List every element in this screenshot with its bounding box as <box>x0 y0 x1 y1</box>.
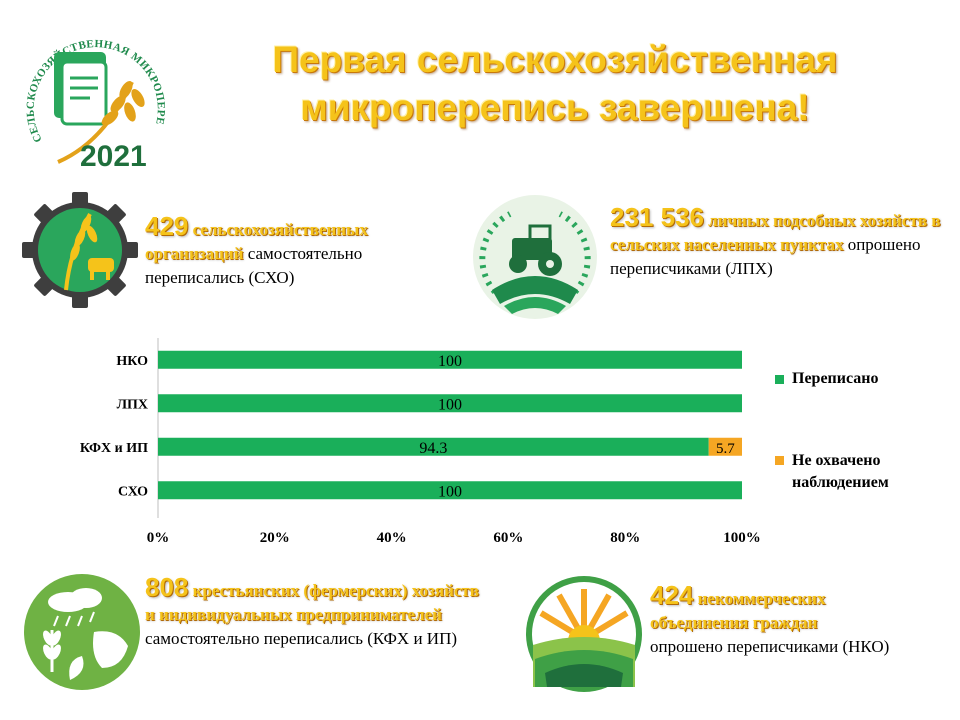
info-block-cxo: 429 сельскохозяйственных организаций сам… <box>145 211 435 290</box>
bar-data-label: 94.3 <box>419 440 447 457</box>
lph-description: опрошено переписчиками (ЛПХ) <box>610 235 921 278</box>
title-line-1: Первая сельскохозяйственная <box>272 39 838 80</box>
tractor-wreath-icon <box>470 192 600 322</box>
legend-item-not-covered: Не охвачено наблюдением <box>775 450 955 494</box>
nko-highlight: некоммерческих объединения граждан <box>650 589 826 632</box>
census-logo: СЕЛЬСКОХОЗЯЙСТВЕННАЯ МИКРОПЕРЕПИСЬ <box>10 3 174 177</box>
lph-highlight: личных подсобных хозяйств в сельских нас… <box>610 211 941 254</box>
page-title: Первая сельскохозяйственная микроперепис… <box>230 36 880 132</box>
sunrise-fields-icon <box>525 575 643 693</box>
cxo-highlight: сельскохозяйственных организаций <box>145 220 368 263</box>
x-tick-label: 20% <box>260 530 290 546</box>
bar-data-label: 5.7 <box>716 441 735 457</box>
bar-segment <box>158 350 742 369</box>
bar-segment <box>158 481 742 500</box>
x-tick-label: 80% <box>610 530 640 546</box>
nko-number: 424 <box>650 580 694 610</box>
kfh-number: 808 <box>145 572 189 602</box>
cxo-number: 429 <box>145 211 189 241</box>
x-tick-label: 40% <box>377 530 407 546</box>
bar-segment <box>158 437 709 456</box>
legend-label-recorded: Переписано <box>792 370 879 387</box>
category-label: НКО <box>116 354 148 369</box>
kfh-description: самостоятельно переписались (КФХ и ИП) <box>145 629 458 648</box>
legend-swatch-recorded <box>775 374 784 384</box>
info-block-kfh: 808 крестьянских (фермерских) хозяйств и… <box>145 572 485 651</box>
cxo-description: самостоятельно переписались (СХО) <box>145 244 363 287</box>
lph-number: 231 536 <box>610 202 704 232</box>
farm-gear-icon <box>20 190 140 310</box>
bar-data-label: 100 <box>438 483 462 500</box>
category-label: ЛПХ <box>117 397 148 412</box>
chart-legend: Переписано Не охвачено наблюдением <box>775 368 955 494</box>
legend-label-not-covered: Не охвачено наблюдением <box>792 452 889 491</box>
title-line-2: микроперепись завершена! <box>300 87 810 128</box>
logo-year: 2021 <box>80 140 147 173</box>
x-tick-label: 0% <box>147 530 170 546</box>
info-block-nko: 424 некоммерческих объединения граждан о… <box>650 580 890 659</box>
category-label: КФХ и ИП <box>80 441 148 456</box>
kfh-highlight: крестьянских (фермерских) хозяйств и инд… <box>145 581 479 624</box>
info-block-lph: 231 536 личных подсобных хозяйств в сель… <box>610 202 950 281</box>
bar-segment <box>708 437 742 456</box>
bar-data-label: 100 <box>438 353 462 370</box>
nko-description: опрошено переписчиками (НКО) <box>650 637 890 656</box>
category-label: СХО <box>118 484 148 499</box>
legend-item-recorded: Переписано <box>775 368 955 390</box>
chart-census-coverage: НКО 100 ЛПХ 100 КФХ и ИП 94.3 5.7 СХО 100 0% 20% 40… <box>80 338 761 546</box>
x-tick-label: 60% <box>493 530 523 546</box>
bar-segment <box>158 394 742 413</box>
rain-cow-icon <box>22 572 142 692</box>
x-tick-label: 100% <box>723 530 761 546</box>
bar-data-label: 100 <box>438 396 462 413</box>
legend-swatch-not-covered <box>775 456 784 465</box>
